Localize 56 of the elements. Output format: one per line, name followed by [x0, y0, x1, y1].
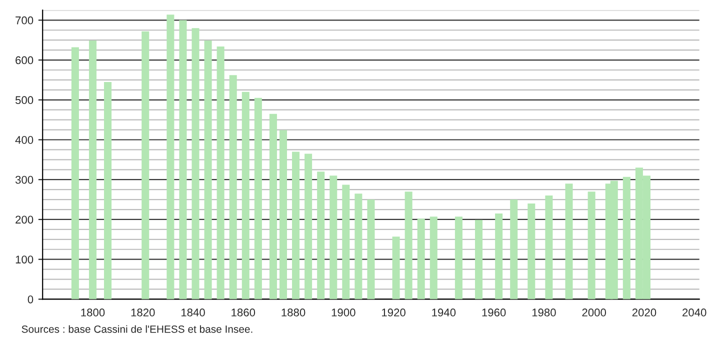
bar [216, 46, 224, 300]
bar [417, 218, 425, 300]
bar [330, 176, 338, 300]
bar [317, 172, 325, 300]
x-tick-label: 1900 [332, 308, 356, 316]
bar [404, 192, 412, 300]
bar [279, 130, 287, 300]
bar [304, 154, 312, 300]
bar [454, 216, 462, 300]
bar [342, 184, 350, 300]
bar [354, 194, 362, 300]
bar [528, 204, 536, 300]
y-tick-label: 200 [16, 216, 34, 224]
bar [142, 31, 150, 300]
y-tick-label: 500 [15, 96, 34, 104]
bar [430, 216, 438, 300]
bar [510, 200, 518, 300]
bar [204, 40, 212, 300]
y-tick-label: 0 [28, 295, 34, 304]
bar [104, 82, 112, 300]
x-tick-label: 1880 [282, 308, 306, 316]
x-tick-label: 2020 [632, 308, 656, 316]
bar [292, 152, 300, 300]
bar [71, 47, 79, 300]
bar [229, 75, 237, 300]
y-tick-label: 400 [15, 136, 34, 144]
x-tick-label: 1980 [532, 308, 556, 316]
bar [588, 192, 596, 300]
y-tick-label: 600 [16, 56, 34, 64]
x-tick-label: 2000 [582, 308, 606, 316]
bar [545, 196, 553, 300]
y-tick-label: 300 [15, 176, 34, 184]
x-tick-label: 1800 [81, 308, 105, 316]
bar [475, 220, 483, 300]
bar [254, 98, 262, 300]
bar [179, 20, 187, 300]
bar [392, 236, 400, 300]
x-tick-label: 1940 [432, 308, 456, 316]
bar [622, 176, 630, 300]
bar [192, 28, 200, 300]
bar [242, 92, 250, 300]
x-tick-label: 1860 [232, 308, 256, 316]
bar [367, 200, 375, 300]
bar [166, 14, 174, 300]
bar [565, 184, 573, 300]
x-tick-label: 2040 [682, 308, 706, 316]
bar [88, 40, 96, 300]
y-tick-label: 100 [16, 256, 34, 264]
bar [495, 213, 503, 300]
x-tick-label: 1960 [482, 308, 506, 316]
y-tick-label: 700 [16, 16, 34, 24]
x-tick-label: 1840 [181, 308, 205, 316]
bar [269, 114, 277, 300]
x-tick-label: 1820 [131, 308, 155, 316]
source-note: Sources : base Cassini de l'EHESS et base Insee. [22, 325, 252, 333]
x-tick-label: 1920 [382, 308, 406, 316]
